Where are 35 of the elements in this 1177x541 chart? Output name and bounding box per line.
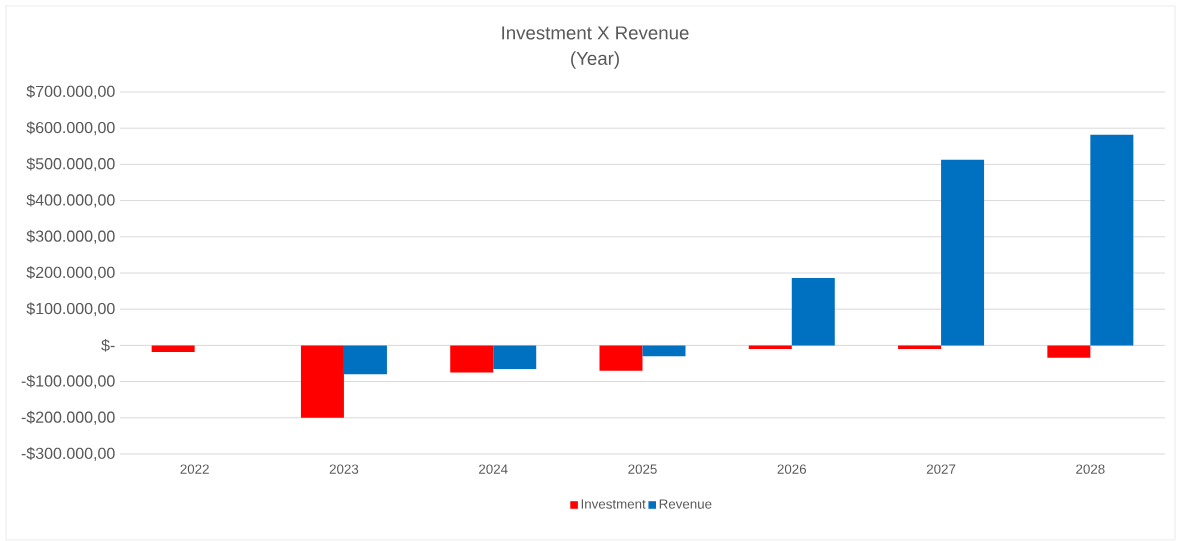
x-tick-label: 2023 — [329, 464, 359, 474]
chart-title: Investment X Revenue — [502, 26, 689, 40]
bar — [748, 345, 792, 350]
x-tick-label: 2026 — [777, 464, 807, 474]
x-tick-label: 2027 — [926, 464, 956, 474]
y-tick-label: $100.000,00 — [26, 302, 115, 317]
bar — [343, 345, 387, 375]
y-tick-label: $400.000,00 — [26, 193, 115, 208]
bar — [493, 345, 537, 369]
y-tick-label: $700.000,00 — [26, 85, 115, 99]
legend-label: Revenue — [659, 499, 712, 509]
bar — [898, 345, 942, 350]
y-tick-label: $200.000,00 — [26, 266, 115, 280]
bar — [450, 345, 494, 373]
y-tick-label: -$100.000,00 — [21, 374, 115, 389]
bar — [1090, 134, 1134, 346]
bar — [599, 345, 643, 371]
bar — [642, 345, 686, 357]
bar — [300, 345, 344, 418]
bar — [151, 345, 195, 352]
x-tick-label: 2022 — [180, 464, 209, 474]
chart-subtitle: (Year) — [571, 51, 619, 69]
y-tick-label: $600.000,00 — [26, 121, 115, 136]
bar — [1047, 345, 1091, 358]
bar — [941, 159, 985, 346]
x-tick-label: 2025 — [628, 464, 657, 474]
x-tick-label: 2024 — [479, 464, 508, 474]
legend-label: Investment — [581, 499, 646, 509]
y-tick-label: $500.000,00 — [26, 157, 115, 172]
y-tick-label: -$200.000,00 — [21, 410, 115, 425]
x-tick-label: 2028 — [1076, 464, 1105, 474]
y-tick-label: $- — [101, 338, 115, 352]
bar — [791, 278, 835, 346]
y-tick-label: -$300.000,00 — [21, 447, 115, 461]
y-tick-label: $300.000,00 — [26, 229, 115, 244]
